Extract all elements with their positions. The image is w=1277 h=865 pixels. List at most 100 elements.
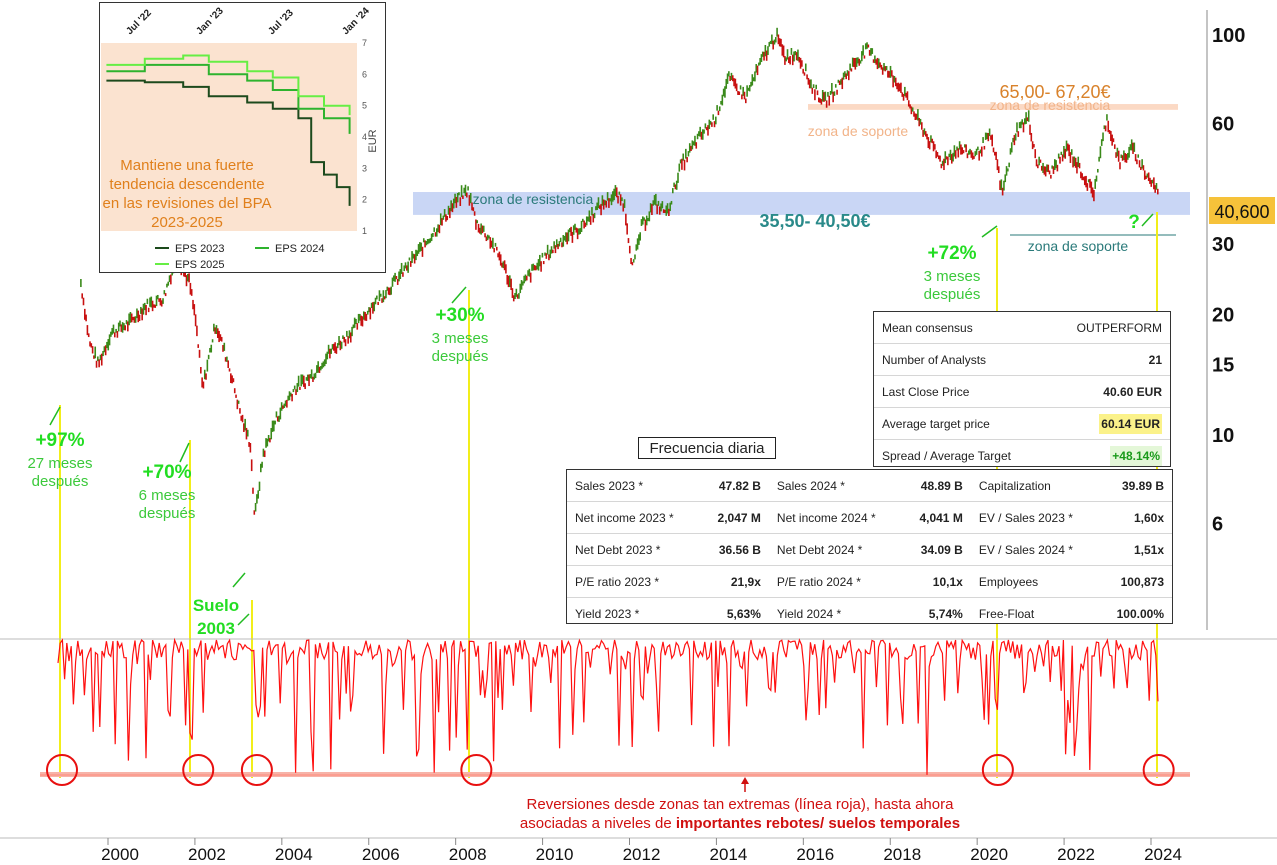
consensus-row: Spread / Average Target +48.14% (874, 440, 1170, 472)
fundamentals-label: Employees (970, 565, 1099, 598)
annotation-arrow (981, 225, 998, 238)
x-tick-label: 2000 (101, 845, 139, 864)
suelo-label: Suelo (193, 596, 239, 615)
annotation-after: 27 meses (27, 455, 92, 472)
resistance-label-2: zona de resistencia (990, 97, 1111, 113)
fundamentals-row: Net Debt 2023 * 36.56 B Net Debt 2024 * 34.… (567, 533, 1172, 566)
annotation-pct: +70% (142, 462, 191, 483)
fundamentals-label: P/E ratio 2023 * (567, 565, 701, 598)
resistance-label-1: zona de resistencia (473, 191, 594, 207)
indicator-caption-2a: asociadas a niveles de (519, 815, 676, 832)
consensus-value-text: 40.60 EUR (1103, 384, 1162, 399)
fundamentals-value: 4,041 M (901, 501, 971, 534)
extreme-circle (46, 754, 78, 786)
fundamentals-label: EV / Sales 2024 * (970, 533, 1099, 566)
x-tick-label: 2004 (275, 845, 313, 864)
fundamentals-value: 2,047 M (700, 501, 769, 534)
annotation-arrow (237, 613, 250, 626)
consensus-label: Number of Analysts (874, 343, 1049, 376)
fundamentals-label: Net Debt 2023 * (567, 533, 701, 566)
question-mark: ? (1128, 212, 1140, 233)
fundamentals-label: Capitalization (970, 470, 1099, 502)
fundamentals-row: Net income 2023 * 2,047 M Net income 2024 … (567, 501, 1172, 534)
consensus-label: Last Close Price (874, 375, 1049, 408)
eps-y-label: EUR (367, 129, 379, 152)
eps-series-line (106, 79, 351, 206)
fundamentals-label: Yield 2024 * (776, 606, 842, 621)
fundamentals-label: Net income 2023 * (567, 501, 701, 534)
eps-y-tick: 7 (362, 38, 367, 48)
consensus-value-text: OUTPERFORM (1076, 320, 1162, 335)
eps-x-tick: Jul '22 (124, 7, 154, 37)
support-label-2: zona de soporte (1028, 238, 1129, 254)
eps-x-tick: Jul '23 (266, 7, 296, 37)
consensus-row: Number of Analysts 21 (874, 343, 1170, 376)
eps-chart: 1 2 3 4 5 6 7 EUR Jul '22 Jan '23 Jul '23 Jan '24 EP… (101, 5, 379, 271)
annotation-pct: +97% (35, 430, 84, 451)
fundamentals-label: Net Debt 2024 * (768, 533, 902, 566)
support-resistance-band-high (808, 104, 1178, 110)
last-price-badge (1209, 197, 1275, 224)
consensus-value-text: 21 (1148, 352, 1162, 367)
consensus-row: Last Close Price 40.60 EUR (874, 375, 1170, 408)
fundamentals-label: Sales 2023 * (567, 470, 701, 502)
x-tick-label: 2020 (970, 845, 1008, 864)
eps-note: Mantiene una fuerte tendencia descendent… (102, 157, 272, 231)
consensus-row: Mean consensus OUTPERFORM (874, 312, 1170, 344)
annotation-arrow (49, 406, 61, 426)
consensus-value-text: +48.14% (1110, 445, 1162, 466)
consensus-value: 60.14 EUR (1048, 407, 1170, 440)
fundamentals-table: Sales 2023 * 47.82 B Sales 2024 * 48.89 B Ca… (567, 470, 1172, 629)
annotation-after: 6 meses (139, 487, 196, 504)
eps-series-line (106, 54, 351, 116)
last-price-label: 40,600 (1214, 202, 1269, 222)
consensus-value: 21 (1048, 343, 1170, 376)
band-low-text: 35,50- 40,50€ (759, 211, 870, 231)
price-tick-label: 60 (1212, 114, 1234, 136)
price-tick-label: 30 (1212, 234, 1234, 256)
annotation-after: 3 meses (924, 268, 981, 285)
annotation-after: después (924, 286, 981, 303)
annotation-arrow (232, 572, 246, 588)
eps-x-tick: Jan '24 (340, 5, 372, 37)
price-tick-label: 15 (1212, 355, 1234, 377)
extreme-circle (182, 754, 215, 786)
caption-arrow-head (741, 777, 749, 784)
annotation-arrow (1141, 213, 1154, 227)
fundamentals-value: 100.00% (1116, 606, 1164, 621)
fundamentals-value: 10,1x (901, 565, 971, 598)
indicator-caption-line1: Reversiones desde zonas tan extremas (lí… (526, 796, 954, 813)
eps-x-tick: Jan '23 (194, 5, 226, 37)
fundamentals-value: 34.09 B (901, 533, 971, 566)
indicator-caption-line2: asociadas a niveles de importantes rebot… (440, 814, 1040, 833)
x-tick-label: 2014 (710, 845, 748, 864)
fundamentals-value: 100,873 (1098, 565, 1172, 598)
x-tick-label: 2012 (623, 845, 661, 864)
price-axis: 6 10 15 20 30 60 100 40,600 (1206, 10, 1275, 630)
fundamentals-value: 5,63% (726, 606, 761, 621)
x-tick-label: 2016 (796, 845, 834, 864)
eps-y-tick: 6 (362, 69, 367, 79)
fundamentals-value: 5,74% (928, 606, 963, 621)
price-tick-label: 100 (1212, 25, 1245, 47)
fundamentals-value: 21,9x (700, 565, 769, 598)
consensus-value: +48.14% (1048, 440, 1170, 472)
price-series (80, 27, 1159, 515)
fundamentals-label: Net income 2024 * (768, 501, 902, 534)
indicator-series (57, 637, 1159, 775)
indicator-caption-2b: importantes rebotes/ suelos temporales (675, 815, 961, 832)
consensus-row: Average target price 60.14 EUR (874, 407, 1170, 440)
fundamentals-label: EV / Sales 2023 * (970, 501, 1099, 534)
frequency-label: Frecuencia diaria (638, 437, 776, 459)
eps-y-tick: 2 (362, 195, 367, 205)
consensus-value: OUTPERFORM (1048, 312, 1170, 344)
suelo-label: 2003 (197, 619, 235, 638)
price-tick-label: 6 (1212, 514, 1223, 536)
consensus-label: Mean consensus (874, 312, 1049, 344)
annotation-after: después (32, 473, 89, 490)
fundamentals-value: 48.89 B (901, 470, 971, 502)
eps-y-tick: 4 (362, 132, 367, 142)
consensus-label: Average target price (874, 407, 1049, 440)
fundamentals-value: 39.89 B (1098, 470, 1172, 502)
